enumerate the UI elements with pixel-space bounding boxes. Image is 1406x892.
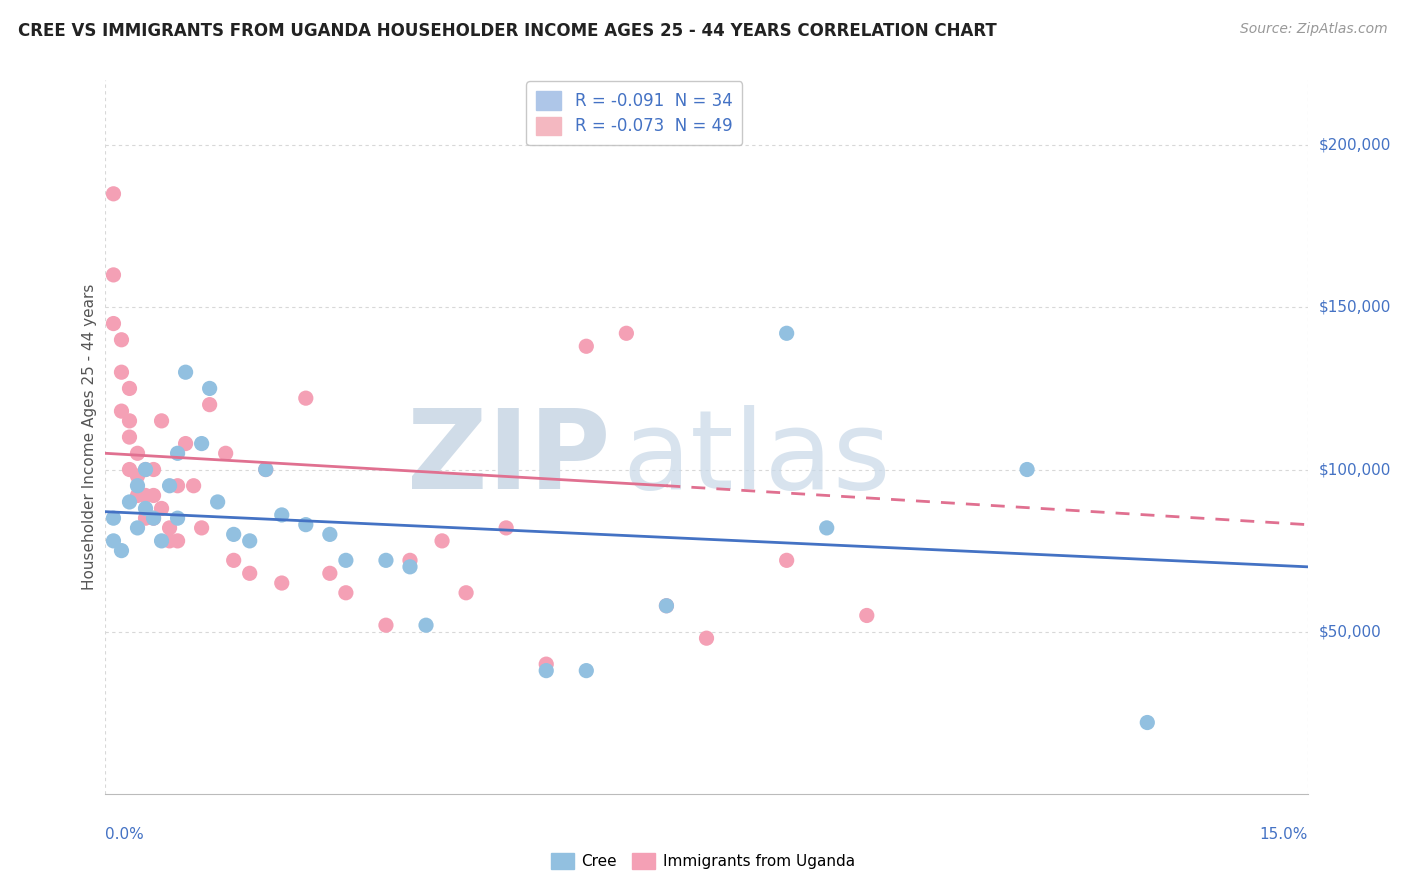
Point xyxy=(103,533,125,548)
Point xyxy=(135,501,157,516)
Point xyxy=(118,462,141,476)
Text: atlas: atlas xyxy=(623,405,891,512)
Point xyxy=(110,404,132,418)
Point xyxy=(110,543,132,558)
Point xyxy=(159,533,181,548)
Point xyxy=(254,462,277,476)
Point xyxy=(254,462,277,476)
Point xyxy=(142,511,165,525)
Point xyxy=(142,488,165,502)
Point xyxy=(616,326,638,341)
Point xyxy=(214,446,236,460)
Point xyxy=(239,566,262,581)
Point xyxy=(270,508,292,522)
Point xyxy=(335,553,357,567)
Text: 15.0%: 15.0% xyxy=(1260,827,1308,841)
Point xyxy=(166,511,188,525)
Point xyxy=(198,398,221,412)
Point xyxy=(135,462,157,476)
Point xyxy=(127,479,149,493)
Point xyxy=(135,462,157,476)
Point xyxy=(183,479,205,493)
Text: $100,000: $100,000 xyxy=(1319,462,1391,477)
Point xyxy=(190,436,212,450)
Point xyxy=(239,533,262,548)
Point xyxy=(150,501,173,516)
Point xyxy=(118,430,141,444)
Point xyxy=(166,446,188,460)
Point xyxy=(174,436,197,450)
Point xyxy=(454,586,477,600)
Legend: Cree, Immigrants from Uganda: Cree, Immigrants from Uganda xyxy=(544,847,862,875)
Point xyxy=(135,511,157,525)
Point xyxy=(815,521,838,535)
Point xyxy=(118,495,141,509)
Point xyxy=(696,631,718,645)
Point xyxy=(319,566,342,581)
Text: ZIP: ZIP xyxy=(406,405,610,512)
Point xyxy=(295,517,318,532)
Point xyxy=(575,664,598,678)
Point xyxy=(135,488,157,502)
Point xyxy=(415,618,437,632)
Point xyxy=(198,381,221,395)
Point xyxy=(207,495,229,509)
Point xyxy=(335,586,357,600)
Point xyxy=(166,533,188,548)
Point xyxy=(534,664,557,678)
Text: $200,000: $200,000 xyxy=(1319,137,1391,153)
Point xyxy=(655,599,678,613)
Text: Source: ZipAtlas.com: Source: ZipAtlas.com xyxy=(1240,22,1388,37)
Point xyxy=(295,391,318,405)
Point xyxy=(103,511,125,525)
Point xyxy=(150,414,173,428)
Point xyxy=(399,559,422,574)
Text: $150,000: $150,000 xyxy=(1319,300,1391,315)
Point xyxy=(127,446,149,460)
Point xyxy=(855,608,877,623)
Point xyxy=(575,339,598,353)
Point xyxy=(159,479,181,493)
Point xyxy=(110,365,132,379)
Y-axis label: Householder Income Ages 25 - 44 years: Householder Income Ages 25 - 44 years xyxy=(82,284,97,591)
Point xyxy=(319,527,342,541)
Point xyxy=(776,326,799,341)
Text: CREE VS IMMIGRANTS FROM UGANDA HOUSEHOLDER INCOME AGES 25 - 44 YEARS CORRELATION: CREE VS IMMIGRANTS FROM UGANDA HOUSEHOLD… xyxy=(18,22,997,40)
Point xyxy=(534,657,557,672)
Point xyxy=(1017,462,1039,476)
Point xyxy=(655,599,678,613)
Point xyxy=(495,521,517,535)
Text: 0.0%: 0.0% xyxy=(105,827,145,841)
Point xyxy=(166,479,188,493)
Legend: R = -0.091  N = 34, R = -0.073  N = 49: R = -0.091 N = 34, R = -0.073 N = 49 xyxy=(526,81,742,145)
Point xyxy=(159,521,181,535)
Point xyxy=(1136,715,1159,730)
Point xyxy=(190,521,212,535)
Point xyxy=(142,462,165,476)
Point xyxy=(118,414,141,428)
Point xyxy=(103,186,125,201)
Text: $50,000: $50,000 xyxy=(1319,624,1382,640)
Point xyxy=(399,553,422,567)
Point xyxy=(103,317,125,331)
Point xyxy=(127,488,149,502)
Point xyxy=(776,553,799,567)
Point xyxy=(142,511,165,525)
Point xyxy=(222,553,245,567)
Point xyxy=(150,533,173,548)
Point xyxy=(374,618,398,632)
Point xyxy=(222,527,245,541)
Point xyxy=(127,521,149,535)
Point xyxy=(374,553,398,567)
Point xyxy=(103,268,125,282)
Point xyxy=(110,333,132,347)
Point xyxy=(127,469,149,483)
Point xyxy=(430,533,453,548)
Point xyxy=(270,576,292,591)
Point xyxy=(118,381,141,395)
Point xyxy=(174,365,197,379)
